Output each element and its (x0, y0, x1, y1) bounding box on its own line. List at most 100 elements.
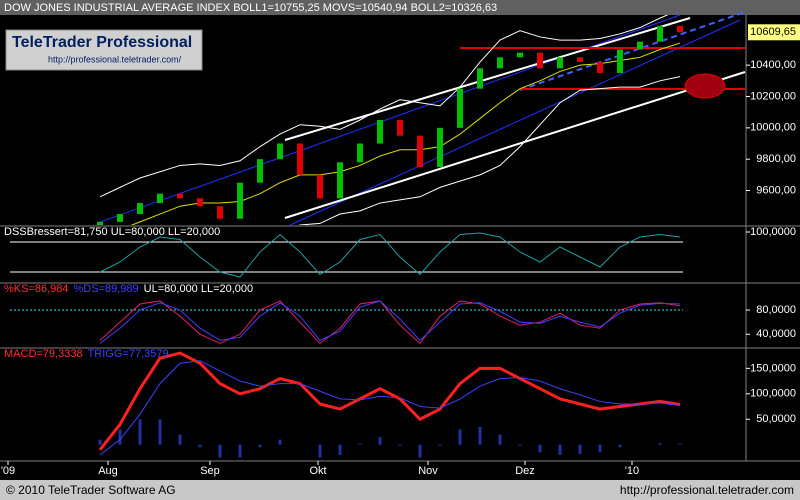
panel (97, 15, 683, 225)
trend-line (284, 17, 691, 141)
x-tick-label: '09 (1, 465, 15, 477)
candle (157, 193, 163, 204)
histogram-bar (578, 444, 582, 454)
candle (137, 203, 143, 215)
candle (557, 57, 563, 69)
histogram-bar (478, 426, 482, 445)
series-line (298, 76, 681, 225)
histogram-bar (438, 444, 442, 446)
y-tick-label: 9600,00 (756, 184, 796, 196)
histogram-bar (98, 439, 102, 445)
candle (637, 41, 643, 50)
candle (497, 57, 503, 69)
candle (237, 182, 243, 219)
series-line (99, 15, 669, 198)
histogram-bar (598, 444, 602, 453)
candle (657, 25, 663, 42)
histogram-bar (358, 443, 362, 445)
histogram-bar (498, 434, 502, 445)
histogram-bar (398, 444, 402, 446)
histogram-bar (178, 434, 182, 445)
trend-lines (99, 11, 746, 226)
histogram-bar (378, 437, 382, 445)
candle (577, 57, 583, 63)
candle (477, 68, 483, 89)
y-tick-label: 100,0000 (750, 226, 796, 238)
histogram-bar (318, 444, 322, 458)
series-line (130, 42, 681, 225)
title-bar (0, 0, 800, 15)
y-tick-label: 9800,00 (756, 153, 796, 165)
histogram-bar (238, 444, 242, 458)
channel-line (289, 19, 741, 226)
footer-bar (0, 480, 800, 500)
histogram-bar (458, 429, 462, 445)
y-tick-label: 40,0000 (756, 328, 796, 340)
series-line (99, 300, 681, 344)
candle (257, 159, 263, 183)
series-line (99, 360, 681, 456)
footer-right: http://professional.teletrader.com (620, 483, 794, 497)
histogram-bar (678, 443, 682, 445)
y-tick-label: 10400,00 (750, 59, 796, 71)
panel-title: UL=80,000 LL=20,000 (144, 283, 254, 295)
x-tick-label: Nov (418, 465, 438, 477)
panel-title: MACD=79,3338 (4, 348, 83, 360)
histogram-bar (658, 443, 662, 445)
candle (337, 162, 343, 199)
histogram-bar (158, 419, 162, 445)
y-tick-label: 10200,00 (750, 90, 796, 102)
candle (297, 143, 303, 175)
candle (117, 214, 123, 222)
histogram-bar (418, 444, 422, 458)
last-price-box (748, 24, 800, 41)
candle (377, 120, 383, 144)
candle (97, 221, 103, 225)
series-line (99, 300, 681, 345)
histogram-bar (218, 444, 222, 458)
candle (457, 88, 463, 128)
logo-url: http://professional.teletrader.com/ (48, 54, 182, 64)
y-tick-label: 50,0000 (756, 413, 796, 425)
candle (537, 52, 543, 69)
histogram-bar (338, 444, 342, 455)
histogram-bar (118, 429, 122, 445)
panel-title: DSSBressert=81,750 UL=80,000 LL=20,000 (4, 226, 220, 238)
candle (617, 49, 623, 73)
y-tick-label: 80,0000 (756, 304, 796, 316)
footer-left: © 2010 TeleTrader Software AG (6, 483, 176, 497)
histogram-bar (278, 439, 282, 445)
x-tick-label: Dez (515, 465, 535, 477)
candle (357, 143, 363, 163)
x-tick-label: Aug (98, 465, 118, 477)
logo: TeleTrader Professional http://professio… (5, 29, 203, 71)
y-tick-label: 150,0000 (750, 362, 796, 374)
x-tick-label: Sep (200, 465, 220, 477)
separators (0, 15, 800, 462)
candle (597, 62, 603, 73)
y-tick-label: 10000,00 (750, 122, 796, 134)
panel-title: %KS=86,984 (4, 283, 69, 295)
panel (98, 351, 682, 458)
last-price-label: 10609,65 (750, 26, 796, 38)
panel-title: %DS=89,989 (74, 283, 139, 295)
trend-line (284, 71, 746, 219)
logo-box (5, 29, 203, 71)
highlight (684, 73, 726, 99)
x-tick-label: Okt (309, 465, 326, 477)
y-tick-label: 100,0000 (750, 388, 796, 400)
candle (417, 135, 423, 168)
x-tick-label: '10 (625, 465, 639, 477)
candle (517, 52, 523, 58)
histogram-bar (538, 444, 542, 453)
chart-title: DOW JONES INDUSTRIAL AVERAGE INDEX BOLL1… (4, 2, 497, 14)
candle (217, 206, 223, 219)
panel (10, 300, 683, 345)
histogram-bar (258, 444, 262, 448)
histogram-bar (558, 444, 562, 455)
series-line (99, 232, 681, 278)
histogram-bar (198, 444, 202, 448)
